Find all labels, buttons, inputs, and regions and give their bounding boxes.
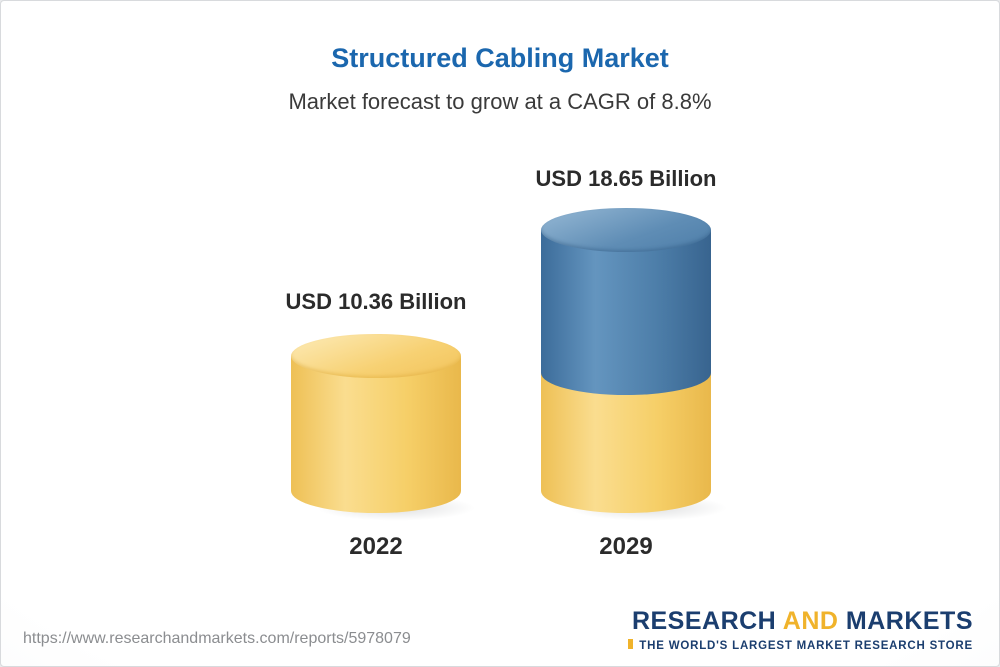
category-label-2029: 2029 bbox=[599, 533, 653, 560]
chart-title: Structured Cabling Market bbox=[331, 43, 669, 73]
logo-tagline: THE WORLD'S LARGEST MARKET RESEARCH STOR… bbox=[628, 639, 973, 652]
bar-2022-top-ellipse bbox=[291, 334, 461, 378]
logo-tagline-text: THE WORLD'S LARGEST MARKET RESEARCH STOR… bbox=[639, 640, 973, 652]
bar-2022-body bbox=[291, 356, 461, 513]
bar-2029-growth-segment bbox=[541, 230, 711, 395]
logo-word-research: RESEARCH bbox=[631, 607, 783, 635]
logo-wordmark: RESEARCH AND MARKETS bbox=[628, 607, 973, 636]
value-label-2022: USD 10.36 Billion bbox=[285, 289, 467, 314]
bar-2029-top-ellipse bbox=[541, 208, 711, 252]
research-and-markets-logo: RESEARCH AND MARKETS THE WORLD'S LARGEST… bbox=[628, 607, 973, 652]
bar-2022 bbox=[291, 334, 461, 513]
logo-word-markets: MARKETS bbox=[838, 607, 973, 635]
bar-2029 bbox=[541, 208, 711, 513]
logo-word-and: AND bbox=[782, 607, 839, 635]
category-label-2022: 2022 bbox=[349, 533, 403, 560]
value-label-2029: USD 18.65 Billion bbox=[535, 166, 717, 191]
chart-subtitle: Market forecast to grow at a CAGR of 8.8… bbox=[288, 89, 712, 114]
source-url: https://www.researchandmarkets.com/repor… bbox=[23, 630, 411, 647]
logo-accent-bar-icon bbox=[628, 639, 634, 649]
